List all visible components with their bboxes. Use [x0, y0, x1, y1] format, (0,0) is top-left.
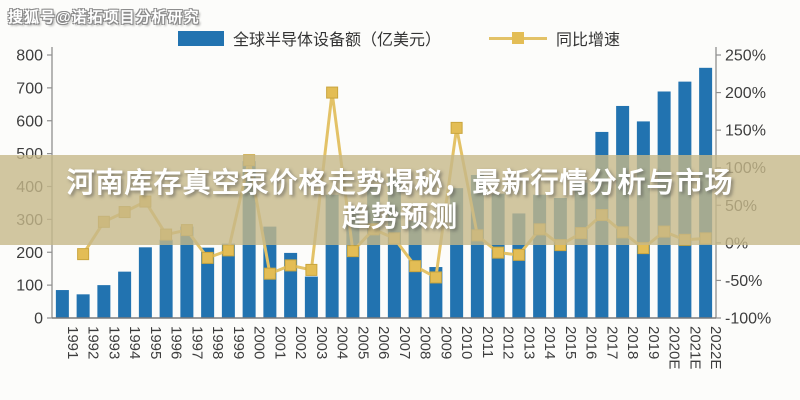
- growth-marker-icon: [201, 251, 214, 264]
- x-axis-label: 1996: [168, 326, 185, 359]
- chart-legend: 全球半导体设备额（亿美元） 同比增速: [178, 26, 620, 50]
- x-axis-label: 2020E: [666, 326, 683, 369]
- growth-marker-icon: [429, 271, 442, 284]
- y-axis-left-label: 800: [16, 48, 43, 65]
- y-axis-left-label: 100: [16, 278, 43, 295]
- x-axis-label: 2005: [354, 326, 371, 359]
- growth-marker-icon: [222, 244, 235, 257]
- x-axis-label: 2009: [437, 326, 454, 359]
- headline-overlay: 河南库存真空泵价格走势揭秘，最新行情分析与市场 趋势预测: [0, 155, 800, 245]
- growth-marker-icon: [512, 248, 525, 261]
- growth-marker-icon: [263, 267, 276, 280]
- legend-bar-label: 全球半导体设备额（亿美元）: [233, 32, 442, 49]
- y-axis-right-label: -100%: [725, 311, 771, 328]
- x-axis-label: 2019: [645, 326, 662, 359]
- x-axis-label: 2014: [541, 326, 558, 359]
- x-axis-label: 2016: [583, 326, 600, 359]
- x-axis-label: 2003: [313, 326, 330, 359]
- bar: [138, 247, 152, 318]
- x-axis-label: 1995: [147, 326, 164, 359]
- growth-marker-icon: [77, 248, 90, 261]
- x-axis-label: 1991: [64, 326, 81, 359]
- y-axis-left-label: 0: [34, 311, 43, 328]
- y-axis-left-label: 200: [16, 245, 43, 262]
- bar: [55, 290, 69, 318]
- x-axis-label: 2022E: [707, 326, 724, 369]
- watermark: 搜狐号@诺拓项目分析研究: [8, 9, 200, 26]
- legend-bar-swatch-icon: [178, 30, 224, 46]
- y-axis-right-label: 150%: [725, 123, 766, 140]
- x-axis-label: 2015: [562, 326, 579, 359]
- growth-marker-icon: [492, 246, 505, 259]
- x-axis-label: 1993: [105, 326, 122, 359]
- x-axis-label: 2006: [375, 326, 392, 359]
- y-axis-right-label: 200%: [725, 85, 766, 102]
- headline-line-2: 趋势预测: [341, 201, 458, 232]
- bar: [304, 276, 318, 318]
- x-axis-label: 1998: [209, 326, 226, 359]
- x-axis-label: 2018: [624, 326, 641, 359]
- x-axis-label: 2013: [520, 326, 537, 359]
- growth-marker-icon: [450, 121, 463, 134]
- x-axis-label: 1999: [230, 326, 247, 359]
- x-axis-label: 2007: [396, 326, 413, 359]
- y-axis-left-label: 600: [16, 113, 43, 130]
- y-axis-right-label: 250%: [725, 48, 766, 65]
- bar: [118, 271, 132, 318]
- x-axis-label: 2002: [292, 326, 309, 359]
- x-axis-label: 2017: [603, 326, 620, 359]
- x-axis-label: 2004: [334, 326, 351, 359]
- legend-line-swatch-icon: [489, 31, 548, 45]
- growth-marker-icon: [305, 263, 318, 276]
- x-axis-label: 2001: [271, 326, 288, 359]
- bar: [221, 243, 235, 318]
- x-axis-label: 2000: [251, 326, 268, 359]
- growth-marker-icon: [284, 259, 297, 272]
- legend-item-line: 同比增速: [489, 26, 620, 50]
- growth-marker-icon: [346, 245, 359, 258]
- bar: [180, 226, 194, 318]
- x-axis-label: 1994: [126, 326, 143, 359]
- x-axis-label: 2021E: [686, 326, 703, 369]
- legend-line-marker-icon: [512, 32, 525, 44]
- bar: [201, 247, 215, 318]
- x-axis-label: 2012: [500, 326, 517, 359]
- growth-marker-icon: [409, 260, 422, 273]
- x-axis-label: 1997: [188, 326, 205, 359]
- y-axis-right-label: -50%: [725, 273, 762, 290]
- bar: [97, 285, 111, 318]
- x-axis-label: 2010: [458, 326, 475, 359]
- x-axis-label: 1992: [85, 326, 102, 359]
- headline-line-1: 河南库存真空泵价格走势揭秘，最新行情分析与市场: [66, 167, 734, 198]
- y-axis-left-label: 700: [16, 80, 43, 97]
- bar: [76, 294, 90, 318]
- x-axis-label: 2008: [417, 326, 434, 359]
- growth-marker-icon: [326, 86, 339, 99]
- legend-line-label: 同比增速: [556, 32, 621, 49]
- x-axis-label: 2011: [479, 326, 496, 358]
- bar: [159, 239, 173, 318]
- legend-item-bar: 全球半导体设备额（亿美元）: [178, 26, 441, 50]
